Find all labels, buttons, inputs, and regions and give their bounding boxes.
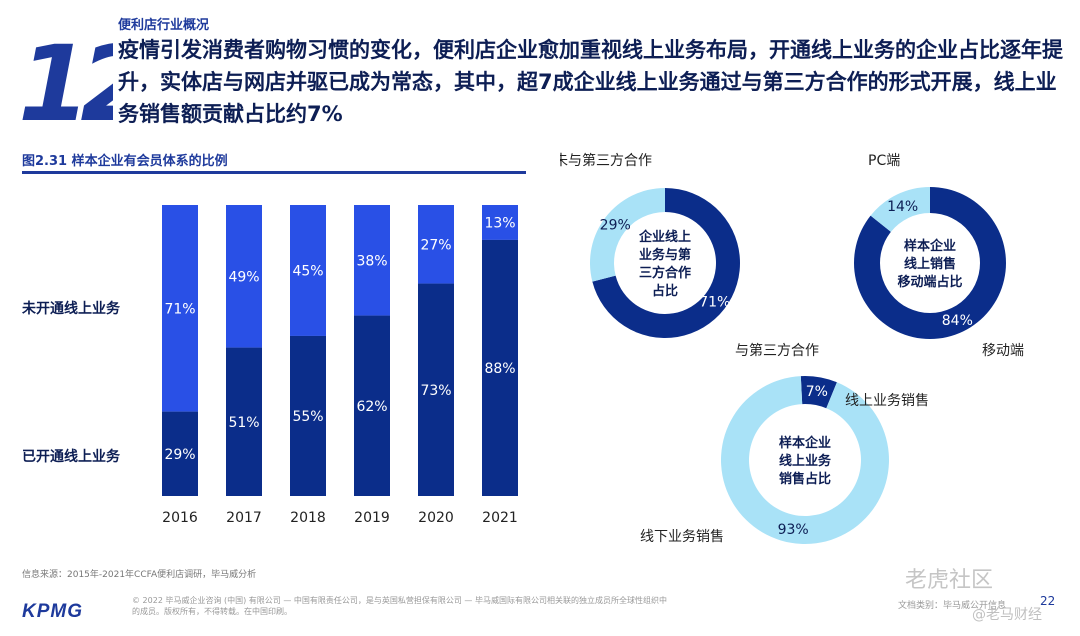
donut-center-label: 占比 [652, 283, 678, 299]
donut-category-label: 线上业务销售 [845, 393, 929, 409]
bar-segment-online [354, 315, 390, 496]
donut-center-label: 业务与第 [639, 247, 691, 263]
bar-segment-not-online [354, 205, 390, 316]
donut-center-label: 线上业务 [779, 453, 832, 469]
section-number-graphic: 12 [18, 28, 113, 138]
donut-category-label: 线下业务销售 [640, 529, 724, 545]
donut-slice [721, 376, 889, 544]
document-category: 文档类别：毕马威公开信息 [898, 601, 1007, 611]
bar-label-online: 55% [292, 409, 323, 425]
bar-label-not-online: 45% [292, 263, 323, 279]
donut-center-label: 样本企业 [779, 435, 831, 451]
donut-slice [592, 188, 740, 338]
figure-title: 图2.31 样本企业有会员体系的比例 [22, 154, 228, 169]
kpmg-logo: KPMG [22, 601, 83, 622]
bar-label-online: 29% [164, 447, 195, 463]
donut-center-label: 样本企业 [904, 238, 956, 254]
x-tick-label: 2016 [162, 510, 198, 526]
donut-center-label: 线上销售 [904, 256, 956, 272]
source-note: 信息来源：2015年-2021年CCFA便利店调研，毕马威分析 [22, 570, 257, 580]
donut-value-label: 71% [699, 295, 730, 311]
page-number: 22 [1040, 594, 1056, 608]
donut-center-label: 移动端占比 [897, 274, 962, 290]
bar-segment-online [226, 347, 262, 496]
watermark-sub: @老马财经 [972, 607, 1042, 623]
bar-label-not-online: 71% [164, 301, 195, 317]
figure-title-rule [22, 171, 526, 174]
donut-value-label: 84% [942, 313, 973, 329]
x-tick-label: 2020 [418, 510, 454, 526]
bar-segment-not-online [290, 205, 326, 336]
category-label: 便利店行业概况 [118, 18, 210, 33]
stacked-bar-chart: 71% 29% 2016 49% 51% 2017 45% 55% 2018 38% 62% 2019… [162, 205, 518, 526]
donut-value-label: 14% [887, 199, 918, 215]
bar-label-online: 62% [356, 399, 387, 415]
donut-value-label: 93% [778, 522, 809, 538]
donut-category-label: 与第三方合作 [735, 342, 819, 359]
donut-slice [800, 376, 837, 409]
bar-label-not-online: 49% [228, 269, 259, 285]
watermark-main: 老虎社区 [905, 568, 994, 593]
donut-category-label: PC端 [868, 153, 900, 169]
x-tick-label: 2019 [354, 510, 390, 526]
x-tick-label: 2021 [482, 510, 518, 526]
bar-segment-not-online [482, 205, 518, 240]
copyright-note: © 2022 毕马威企业咨询 (中国) 有限公司 — 中国有限责任公司，是与英国… [132, 596, 667, 616]
donut-center-label: 三方合作 [639, 265, 691, 281]
row-label-online: 已开通线上业务 [22, 449, 120, 465]
bar-label-not-online: 13% [484, 215, 515, 231]
donut-slice [854, 187, 1006, 339]
x-tick-label: 2018 [290, 510, 326, 526]
donut-center-label: 销售占比 [779, 471, 831, 487]
section-number: 12 [18, 28, 113, 138]
bar-segment-online [290, 335, 326, 496]
donut-category-label: 移动端 [982, 343, 1024, 359]
donut-slice [590, 188, 665, 282]
bar-label-online: 73% [420, 383, 451, 399]
donut-value-label: 7% [806, 384, 828, 400]
donut-category-label: 未与第三方合作 [560, 152, 652, 169]
bar-segment-online [418, 283, 454, 496]
page-headline: 疫情引发消费者购物习惯的变化，便利店企业愈加重视线上业务布局，开通线上业务的企业… [118, 38, 1063, 126]
bar-segment-not-online [162, 205, 198, 412]
x-tick-label: 2017 [226, 510, 262, 526]
row-label-not-online: 未开通线上业务 [22, 301, 120, 317]
bar-segment-online [162, 411, 198, 496]
donut-slice [870, 187, 930, 232]
bar-label-online: 88% [484, 361, 515, 377]
bar-segment-online [482, 239, 518, 497]
bar-label-not-online: 27% [420, 237, 451, 253]
bar-label-online: 51% [228, 415, 259, 431]
donut-center-label: 企业线上 [638, 229, 691, 245]
bar-segment-not-online [226, 205, 262, 348]
bar-segment-not-online [418, 205, 454, 284]
donut-value-label: 29% [600, 217, 631, 233]
bar-label-not-online: 38% [356, 253, 387, 269]
